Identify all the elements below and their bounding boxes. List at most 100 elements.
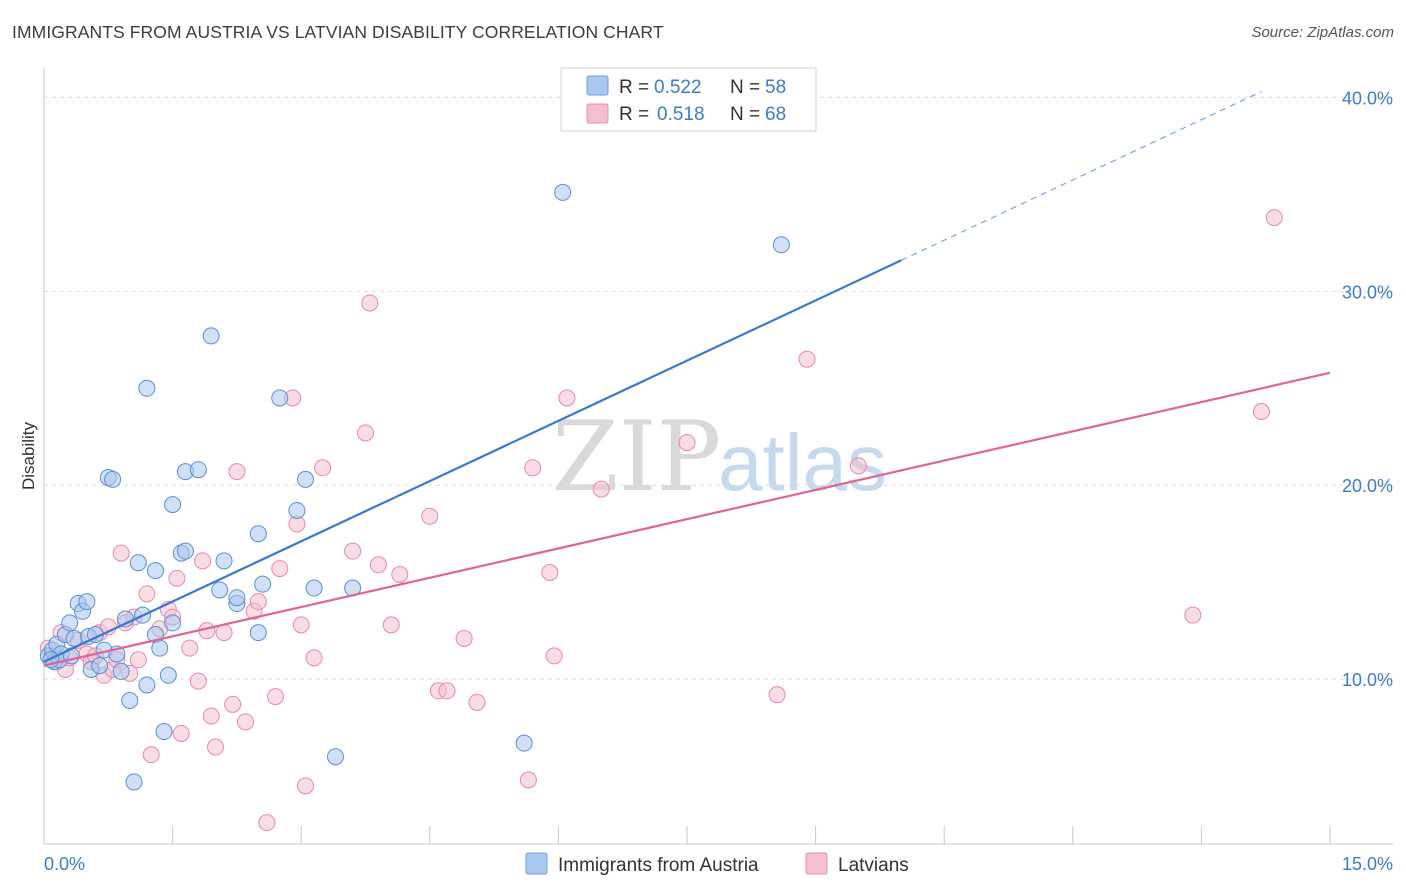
legend-swatch-latvians (586, 103, 609, 124)
austria-point (164, 614, 182, 632)
legend-n-label-latvians: N = (730, 104, 760, 125)
latvians-point (849, 457, 867, 475)
latvians-point (369, 556, 387, 574)
austria-point (112, 662, 130, 680)
austria-point (121, 691, 139, 709)
austria-point (151, 639, 169, 657)
latvians-point (249, 593, 267, 611)
latvians-point (172, 724, 190, 742)
austria-point (215, 552, 233, 570)
austria-point (202, 327, 220, 345)
austria-point (138, 379, 156, 397)
austria-point (138, 676, 156, 694)
legend-swatch-austria (586, 75, 609, 96)
austria-point (129, 554, 147, 572)
latvians-point (391, 565, 409, 583)
bottom-legend-label-latvians: Latvians (838, 855, 909, 876)
latvians-point (292, 616, 310, 634)
latvians-point (519, 771, 537, 789)
latvians-point (112, 544, 130, 562)
legend-n-label-austria: N = (730, 77, 760, 98)
latvians-point (181, 639, 199, 657)
austria-point (554, 183, 572, 201)
austria-point (91, 657, 109, 675)
latvians-point (314, 459, 332, 477)
austria-point (326, 748, 344, 766)
latvians-point (296, 777, 314, 795)
trend-line-latvians (43, 371, 1331, 667)
bottom-legend-label-austria: Immigrants from Austria (558, 855, 759, 876)
latvians-point (224, 695, 242, 713)
series-legend: Immigrants from Austria Latvians (525, 852, 909, 876)
latvians-point (344, 542, 362, 560)
latvians-point (545, 647, 563, 665)
austria-point (61, 614, 79, 632)
latvians-point (189, 672, 207, 690)
austria-point (155, 723, 173, 741)
x-tick-label-max: 15.0% (1342, 854, 1393, 874)
latvians-point (202, 707, 220, 725)
austria-point (164, 496, 182, 514)
latvians-point (228, 463, 246, 481)
legend-r-value-latvians: 0.518 (657, 104, 705, 125)
bottom-legend-swatch-austria (525, 852, 548, 875)
latvians-point (798, 350, 816, 368)
latvians-point (194, 552, 212, 570)
austria-point (515, 734, 533, 752)
latvians-point (382, 616, 400, 634)
y-tick-label: 20.0% (1342, 476, 1393, 496)
austria-point (288, 501, 306, 519)
grid-lines (44, 96, 1393, 680)
trend-line-austria-extension (901, 91, 1262, 261)
bottom-legend-swatch-latvians (805, 852, 828, 875)
austria-point (211, 581, 229, 599)
austria-point (228, 589, 246, 607)
latvians-point (541, 564, 559, 582)
source-credit: Source: ZipAtlas.com (1251, 24, 1394, 41)
y-tick-labels: 10.0% 20.0% 30.0% 40.0% (1342, 88, 1393, 690)
y-tick-label: 30.0% (1342, 282, 1393, 302)
legend-n-value-austria: 58 (765, 77, 786, 98)
austria-point (78, 593, 96, 611)
stats-legend: R = 0.522 N = 58 R = 0.518 N = 68 (560, 67, 817, 132)
legend-n-value-latvians: 68 (765, 104, 786, 125)
latvians-point (266, 688, 284, 706)
latvians-point (455, 629, 473, 647)
watermark-zip: ZIP (552, 401, 721, 513)
latvians-point (1184, 606, 1202, 624)
latvians-point (558, 389, 576, 407)
latvians-point (468, 693, 486, 711)
latvians-point (592, 480, 610, 498)
austria-point (176, 542, 194, 560)
y-tick-label: 10.0% (1342, 670, 1393, 690)
legend-r-value-austria: 0.522 (654, 77, 702, 98)
austria-point (104, 470, 122, 488)
trend-line-austria (43, 259, 902, 663)
austria-point (296, 470, 314, 488)
latvians-point (271, 560, 289, 578)
latvians-point (357, 424, 374, 442)
axes (43, 68, 1393, 845)
latvians-point (361, 294, 379, 312)
austria-point (305, 579, 323, 597)
austria-point (159, 666, 177, 684)
latvians-point (206, 738, 224, 756)
legend-r-label-latvians: R = (619, 104, 649, 125)
latvians-point (438, 682, 456, 700)
austria-point (125, 773, 143, 791)
latvians-point (138, 585, 156, 603)
austria-point (249, 525, 267, 543)
series-latvians-points (39, 209, 1283, 832)
austria-point (189, 461, 207, 479)
latvians-point (1252, 403, 1270, 421)
latvians-point (168, 569, 186, 587)
legend-r-label-austria: R = (619, 77, 649, 98)
latvians-point (236, 713, 254, 731)
trend-lines (43, 91, 1331, 667)
austria-point (772, 236, 790, 254)
latvians-point (768, 686, 786, 704)
latvians-point (421, 507, 439, 525)
latvians-point (1265, 209, 1283, 227)
x-tick-labels: 0.0% 15.0% (44, 854, 1393, 874)
